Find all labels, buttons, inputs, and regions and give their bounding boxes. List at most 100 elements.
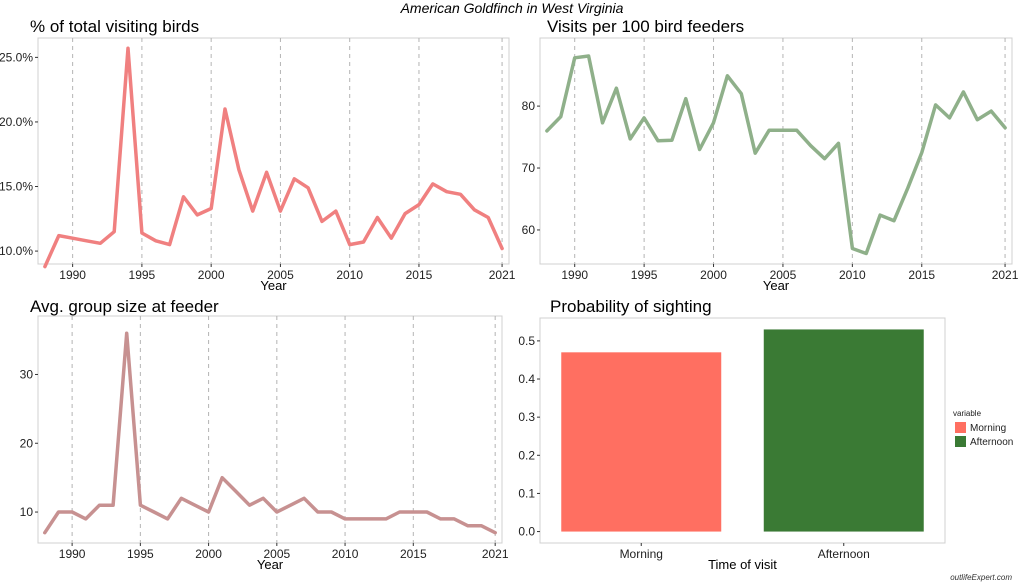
data-point <box>125 332 128 334</box>
data-point <box>671 139 673 141</box>
x-tick-label: 2005 <box>770 268 797 282</box>
data-point <box>139 504 142 506</box>
series-line <box>43 46 504 269</box>
data-point <box>726 74 729 77</box>
data-point <box>112 504 114 506</box>
data-point <box>546 130 548 132</box>
series-line <box>545 54 1007 256</box>
x-axis-title: Year <box>260 278 287 293</box>
x-tick-label: 2005 <box>263 547 290 561</box>
data-point <box>248 504 251 506</box>
data-point <box>127 47 129 50</box>
y-tick-label: 0.0 <box>518 525 535 539</box>
data-point <box>473 208 476 211</box>
data-point <box>501 247 503 250</box>
legend: variable Morning Afternoon <box>953 409 1013 448</box>
data-point <box>262 497 264 500</box>
data-point <box>601 122 604 124</box>
data-point <box>962 91 965 93</box>
x-tick-label: 2021 <box>482 547 509 561</box>
data-point <box>307 187 309 189</box>
data-point <box>279 210 282 212</box>
watermark: outlifeExpert.com <box>950 573 1012 582</box>
data-point <box>289 504 292 506</box>
y-tick-label: 10 <box>20 505 34 519</box>
data-point <box>362 241 365 243</box>
data-point <box>934 104 937 106</box>
data-point <box>113 230 115 233</box>
data-point <box>418 203 420 206</box>
data-point <box>99 242 102 245</box>
x-tick-label: 1995 <box>129 268 156 282</box>
y-tick-label: 10.0% <box>0 244 33 258</box>
x-tick-label: 2000 <box>198 268 225 282</box>
data-point <box>948 117 951 119</box>
x-tick-label: 1990 <box>561 268 588 282</box>
chart-panel-4: Probability of sighting 0.0 0.1 0.2 0.3 0.4 0.… <box>518 297 1013 572</box>
data-point <box>168 243 171 246</box>
legend-swatch-afternoon <box>955 436 966 447</box>
x-tick-label: 1990 <box>59 268 86 282</box>
data-point <box>166 518 169 520</box>
data-point <box>385 518 387 520</box>
y-tick-label: 0.1 <box>518 486 535 500</box>
legend-label: Afternoon <box>970 437 1013 448</box>
data-point <box>44 531 46 534</box>
x-tick-label: 1995 <box>631 268 658 282</box>
data-point <box>57 234 60 237</box>
data-point <box>907 187 909 189</box>
data-point <box>432 183 434 185</box>
data-point <box>251 210 254 212</box>
y-tick-label: 25.0% <box>0 50 33 64</box>
x-axis-title: Year <box>763 278 790 293</box>
x-tick-label: 2021 <box>489 268 516 282</box>
data-point <box>348 243 351 246</box>
data-point <box>330 511 333 513</box>
x-tick-label: 2021 <box>992 268 1019 282</box>
panel-frame <box>37 315 503 544</box>
series-line <box>43 331 497 535</box>
data-point <box>238 168 240 171</box>
data-point <box>276 511 278 513</box>
data-point <box>57 511 60 513</box>
x-tick-label: 1995 <box>127 547 154 561</box>
data-point <box>893 219 895 222</box>
data-point <box>587 55 590 57</box>
x-tick-label: 2000 <box>195 547 222 561</box>
y-tick-label: 60 <box>522 223 536 237</box>
data-point <box>71 237 74 239</box>
data-point <box>453 518 456 520</box>
x-tick-label: Afternoon <box>818 547 870 561</box>
data-point <box>920 151 923 154</box>
data-point <box>404 212 406 215</box>
data-point <box>837 142 840 145</box>
data-point <box>221 476 224 479</box>
data-point <box>439 518 442 520</box>
y-tick-label: 0.4 <box>518 372 535 386</box>
x-tick-label: 2010 <box>336 268 363 282</box>
data-point <box>976 118 979 121</box>
y-tick-label: 30 <box>20 367 34 381</box>
data-point <box>182 196 185 198</box>
y-tick-label: 0.5 <box>518 334 535 348</box>
data-point <box>303 497 305 500</box>
data-point <box>684 97 687 100</box>
data-point <box>445 190 448 193</box>
data-point <box>712 122 715 124</box>
bar-morning <box>561 352 722 532</box>
data-point <box>321 220 323 223</box>
y-tick-label: 80 <box>522 99 536 113</box>
data-point <box>573 57 576 59</box>
y-tick-label: 20 <box>20 436 34 450</box>
chart-panel-2: Visits per 100 bird feeders 60 70 80 1990 199… <box>522 17 1019 293</box>
data-point <box>740 92 743 95</box>
data-point <box>235 490 237 493</box>
x-tick-label: 2010 <box>332 547 359 561</box>
data-point <box>768 129 770 132</box>
data-point <box>376 216 379 219</box>
data-point <box>467 525 469 527</box>
data-point <box>412 511 415 513</box>
x-tick-label: 2015 <box>406 268 433 282</box>
chart-title: % of total visiting birds <box>30 17 199 36</box>
